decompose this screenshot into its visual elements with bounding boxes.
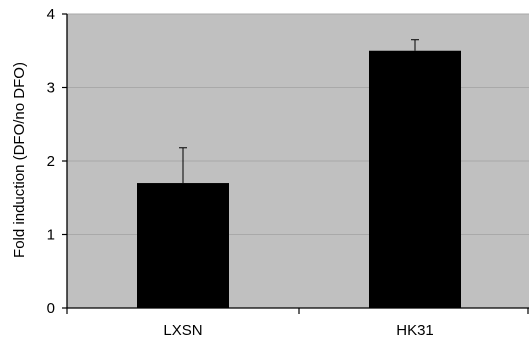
bars	[137, 50, 461, 308]
y-tick-label: 0	[47, 300, 55, 317]
y-tick-label: 2	[47, 153, 55, 170]
bar-hk31	[369, 50, 461, 308]
y-axis-label: Fold induction (DFO/no DFO)	[11, 62, 28, 258]
y-tick-label: 4	[47, 6, 55, 23]
y-axis-ticks: 0 1 2 3 4	[47, 6, 67, 317]
bar-lxsn	[137, 183, 229, 308]
y-tick-label: 1	[47, 227, 55, 244]
x-tick-label: HK31	[396, 322, 434, 339]
y-tick-label: 3	[47, 80, 55, 97]
x-tick-label: LXSN	[163, 322, 202, 339]
error-bars	[179, 39, 419, 184]
x-axis-ticks: LXSN HK31	[66, 308, 529, 339]
